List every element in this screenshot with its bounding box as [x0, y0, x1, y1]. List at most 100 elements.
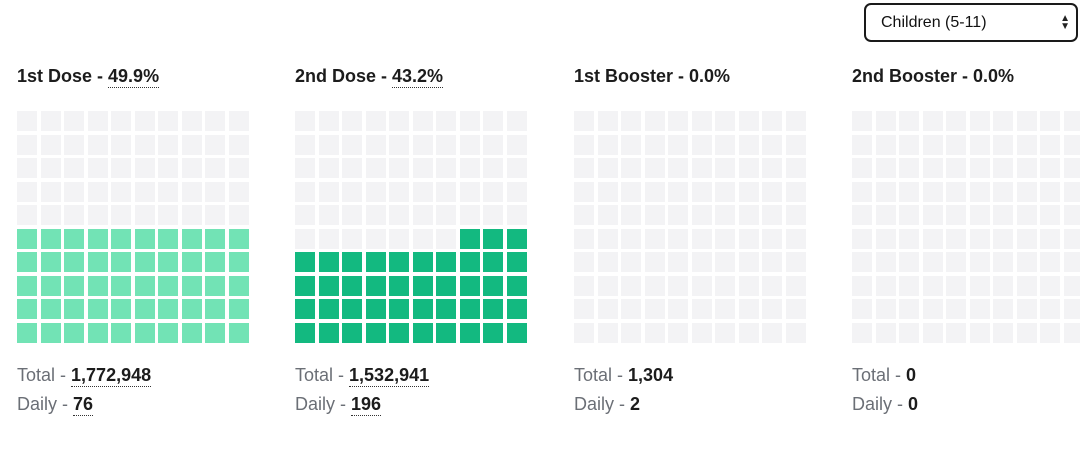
waffle-cell-empty [922, 181, 943, 202]
waffle-cell-empty [412, 134, 433, 155]
waffle-cell-empty [1040, 299, 1060, 319]
waffle-cell-empty [64, 205, 84, 225]
waffle-cell-empty [574, 111, 594, 131]
waffle-cell-empty [342, 228, 362, 249]
waffle-cell-empty [691, 299, 712, 319]
waffle-cell-empty [1063, 134, 1080, 155]
waffle-cell-empty [412, 111, 433, 131]
waffle-cell-empty [134, 158, 155, 178]
waffle-cell-empty [1016, 181, 1037, 202]
waffle-cell-empty [993, 228, 1013, 249]
waffle-cell-empty [597, 228, 618, 249]
waffle-cell-empty [621, 322, 641, 343]
waffle-cell-empty [1063, 111, 1080, 131]
waffle-cell-filled [459, 322, 480, 343]
waffle-cell-empty [922, 205, 943, 225]
waffle-cell-empty [17, 111, 37, 131]
total-stat: Total - 1,304 [574, 365, 674, 385]
waffle-cell-filled [506, 322, 527, 343]
age-group-select[interactable]: Children (5-11) ▲ ▼ [864, 3, 1078, 42]
waffle-cell-empty [875, 322, 896, 343]
waffle-cell-empty [644, 252, 665, 272]
waffle-cell-empty [506, 205, 527, 225]
waffle-cell-empty [1040, 322, 1060, 343]
waffle-cell-empty [969, 205, 990, 225]
waffle-cell-empty [762, 275, 782, 296]
waffle-cell-empty [1016, 205, 1037, 225]
waffle-cell-filled [111, 299, 131, 319]
waffle-cell-empty [899, 228, 919, 249]
waffle-cell-filled [17, 252, 37, 272]
waffle-cell-empty [1063, 205, 1080, 225]
waffle-cell-filled [459, 275, 480, 296]
waffle-cell-filled [459, 228, 480, 249]
waffle-cell-empty [1063, 158, 1080, 178]
waffle-cell-empty [111, 111, 131, 131]
waffle-cell-empty [64, 181, 84, 202]
daily-value[interactable]: 76 [73, 394, 94, 416]
waffle-cell-filled [64, 275, 84, 296]
waffle-cell-filled [483, 275, 503, 296]
waffle-cell-empty [946, 205, 966, 225]
waffle-cell-empty [785, 322, 806, 343]
waffle-cell-empty [899, 111, 919, 131]
age-group-select-value: Children (5-11) [881, 13, 987, 31]
waffle-cell-filled [506, 275, 527, 296]
waffle-cell-empty [389, 158, 409, 178]
waffle-cell-empty [621, 205, 641, 225]
daily-value: 2 [630, 394, 641, 414]
waffle-cell-filled [17, 299, 37, 319]
percentage-value[interactable]: 49.9% [108, 66, 160, 88]
waffle-cell-empty [295, 228, 315, 249]
waffle-cell-empty [1040, 158, 1060, 178]
waffle-cell-empty [64, 158, 84, 178]
waffle-cell-empty [1063, 252, 1080, 272]
total-value[interactable]: 1,772,948 [71, 365, 152, 387]
total-value: 0 [906, 365, 917, 385]
waffle-cell-empty [762, 322, 782, 343]
waffle-cell-empty [852, 205, 872, 225]
waffle-cell-empty [715, 134, 735, 155]
waffle-cell-empty [644, 111, 665, 131]
waffle-cell-empty [342, 134, 362, 155]
waffle-cell-empty [1040, 252, 1060, 272]
waffle-cell-empty [1040, 228, 1060, 249]
waffle-cell-filled [483, 228, 503, 249]
waffle-cell-empty [87, 134, 108, 155]
waffle-cell-empty [1016, 299, 1037, 319]
waffle-cell-empty [295, 111, 315, 131]
waffle-cell-empty [946, 275, 966, 296]
waffle-cell-empty [295, 205, 315, 225]
waffle-cell-empty [922, 322, 943, 343]
waffle-cell-empty [875, 228, 896, 249]
waffle-cell-empty [459, 205, 480, 225]
waffle-cell-empty [1016, 275, 1037, 296]
waffle-cell-empty [574, 228, 594, 249]
waffle-cell-filled [181, 322, 202, 343]
waffle-cell-filled [365, 299, 386, 319]
waffle-cell-filled [87, 252, 108, 272]
waffle-cell-empty [852, 158, 872, 178]
daily-value[interactable]: 196 [351, 394, 382, 416]
waffle-cell-filled [181, 228, 202, 249]
waffle-cell-empty [436, 228, 456, 249]
total-value[interactable]: 1,532,941 [349, 365, 430, 387]
waffle-cell-empty [715, 322, 735, 343]
waffle-cell-filled [134, 252, 155, 272]
waffle-cell-empty [318, 134, 339, 155]
waffle-cell-filled [87, 228, 108, 249]
waffle-cell-empty [762, 181, 782, 202]
waffle-cell-empty [87, 158, 108, 178]
waffle-cell-empty [506, 181, 527, 202]
waffle-cell-empty [111, 158, 131, 178]
waffle-cell-filled [342, 322, 362, 343]
waffle-cell-empty [181, 158, 202, 178]
panel-title: 1st Booster - 0.0% [574, 66, 731, 86]
waffle-cell-filled [64, 299, 84, 319]
daily-stat: Daily - 196 [295, 394, 382, 416]
waffle-cell-filled [342, 275, 362, 296]
waffle-cell-empty [993, 181, 1013, 202]
waffle-cell-empty [87, 205, 108, 225]
percentage-value[interactable]: 43.2% [392, 66, 444, 88]
waffle-cell-empty [993, 322, 1013, 343]
